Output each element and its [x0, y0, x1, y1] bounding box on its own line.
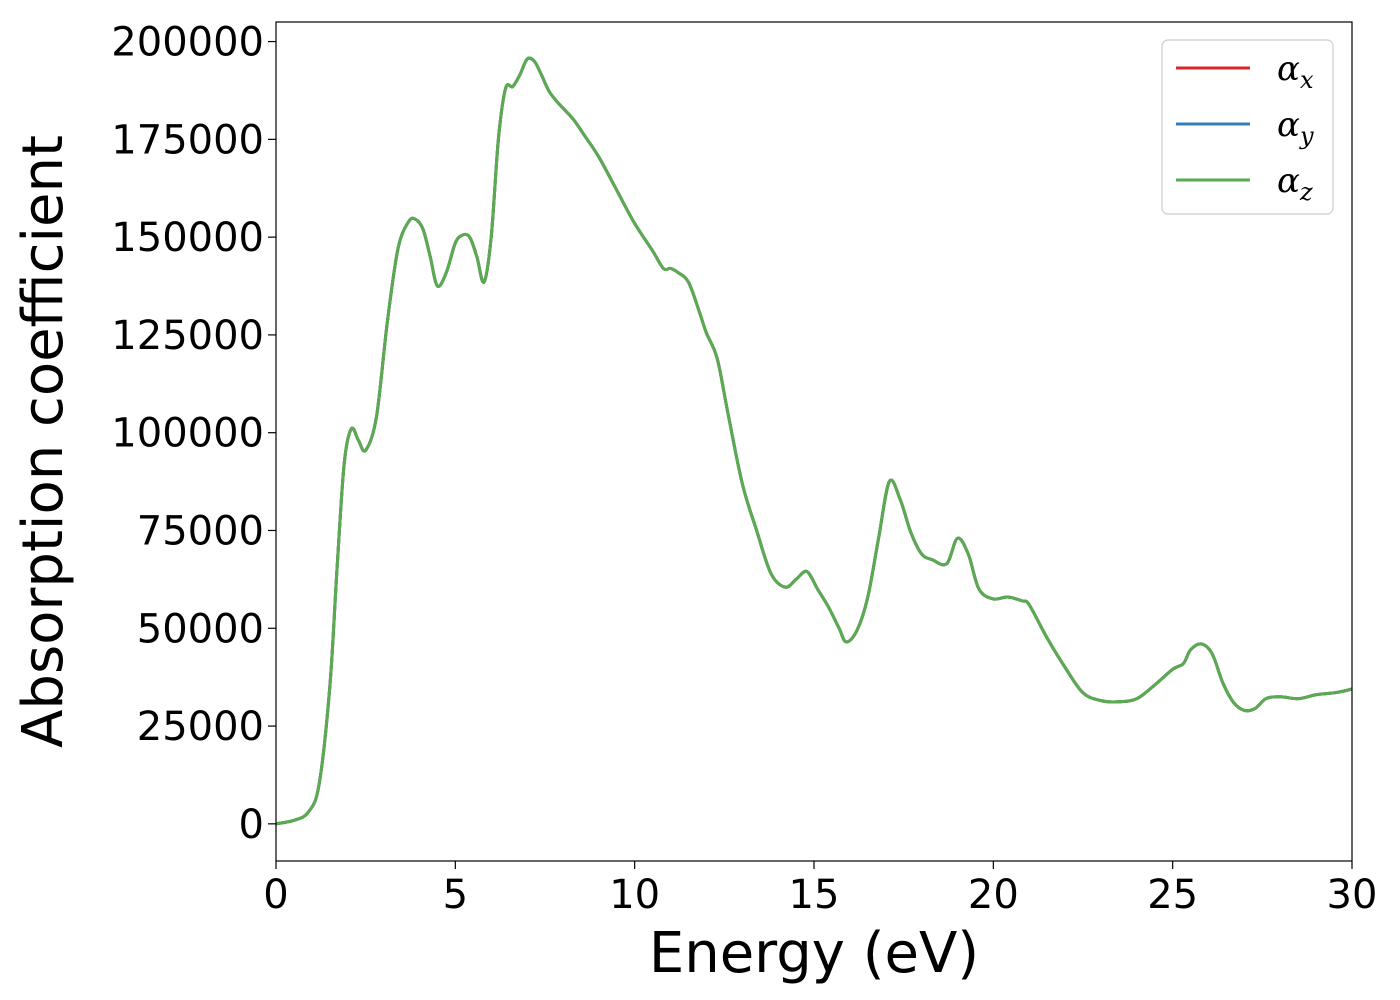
x-tick-label: 0 — [263, 872, 288, 918]
x-tick-label: 5 — [443, 872, 468, 918]
y-axis: 0 25000 50000 75000 100000 125000 150000 175000… — [111, 20, 276, 848]
legend-subscript: y — [1299, 122, 1314, 150]
y-tick-label: 200000 — [111, 20, 264, 66]
x-tick-label: 25 — [1147, 872, 1198, 918]
y-tick-label: 50000 — [137, 606, 264, 652]
x-tick-label: 10 — [609, 872, 660, 918]
series-layer — [276, 56, 1352, 826]
y-tick-label: 100000 — [111, 411, 264, 457]
legend-box — [1161, 39, 1334, 215]
legend-symbol: α — [1277, 105, 1300, 145]
series-line-z — [276, 56, 1352, 826]
legend-label-z: αz — [1277, 161, 1313, 206]
legend-symbol: α — [1277, 161, 1300, 201]
y-tick-label: 125000 — [111, 313, 264, 359]
legend-subscript: z — [1299, 178, 1313, 206]
legend-label-y: αy — [1277, 105, 1314, 150]
y-tick-label: 25000 — [137, 704, 264, 750]
y-tick-label: 150000 — [111, 215, 264, 261]
y-tick-label: 175000 — [111, 117, 264, 163]
legend-symbol: α — [1277, 49, 1300, 89]
y-tick-label: 0 — [239, 802, 264, 848]
y-axis-title: Absorption coefficient — [11, 135, 76, 748]
x-tick-label: 15 — [789, 872, 840, 918]
y-tick-label: 75000 — [137, 508, 264, 554]
x-tick-label: 20 — [968, 872, 1019, 918]
x-axis-title: Energy (eV) — [649, 921, 979, 986]
x-axis: 0 5 10 15 20 25 30 — [263, 861, 1377, 918]
legend-subscript: x — [1300, 66, 1314, 94]
x-tick-label: 30 — [1327, 872, 1378, 918]
legend-label-x: αx — [1277, 49, 1314, 94]
